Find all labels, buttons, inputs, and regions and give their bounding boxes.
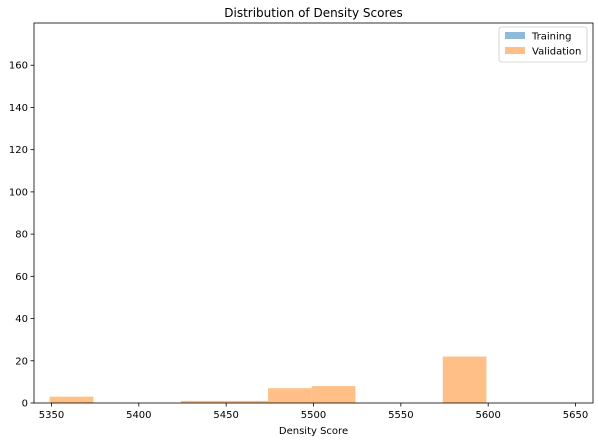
y-tick-label: 80 (15, 230, 28, 241)
histogram-bar (268, 388, 312, 403)
legend-label: Training (531, 32, 571, 43)
chart-title: Distribution of Density Scores (224, 6, 403, 20)
y-tick-label: 100 (9, 187, 28, 198)
histogram-bar (442, 356, 487, 403)
y-tick-label: 60 (15, 272, 28, 283)
axes-layer: 5350 5400 5450 5500 5550 5600 5650 0 20 40 60 80 100… (9, 22, 594, 421)
x-tick-label: 5500 (301, 410, 326, 421)
histogram-bar (49, 396, 94, 403)
y-tick-label: 140 (9, 103, 28, 114)
histogram-bar (180, 400, 225, 403)
x-axis-title: Density Score (279, 426, 348, 437)
legend-swatch (505, 32, 525, 39)
y-tick-label: 0 (22, 399, 28, 410)
y-tick-label: 120 (9, 145, 28, 156)
y-tick-label: 40 (15, 314, 28, 325)
x-tick-label: 5650 (563, 410, 588, 421)
x-tick-label: 5600 (475, 410, 500, 421)
bars-layer (49, 356, 487, 403)
x-tick-label: 5550 (388, 410, 413, 421)
y-tick-label: 20 (15, 356, 28, 367)
y-tick-label: 160 (9, 61, 28, 72)
x-tick-label: 5350 (39, 410, 64, 421)
x-tick-label: 5400 (126, 410, 151, 421)
legend-swatch (505, 47, 525, 54)
legend: Training Validation (498, 26, 588, 63)
plot-frame (33, 22, 594, 404)
x-tick-label: 5450 (213, 410, 238, 421)
legend-label: Validation (532, 47, 581, 58)
histogram-bar (224, 400, 269, 403)
histogram-bar (311, 386, 356, 403)
